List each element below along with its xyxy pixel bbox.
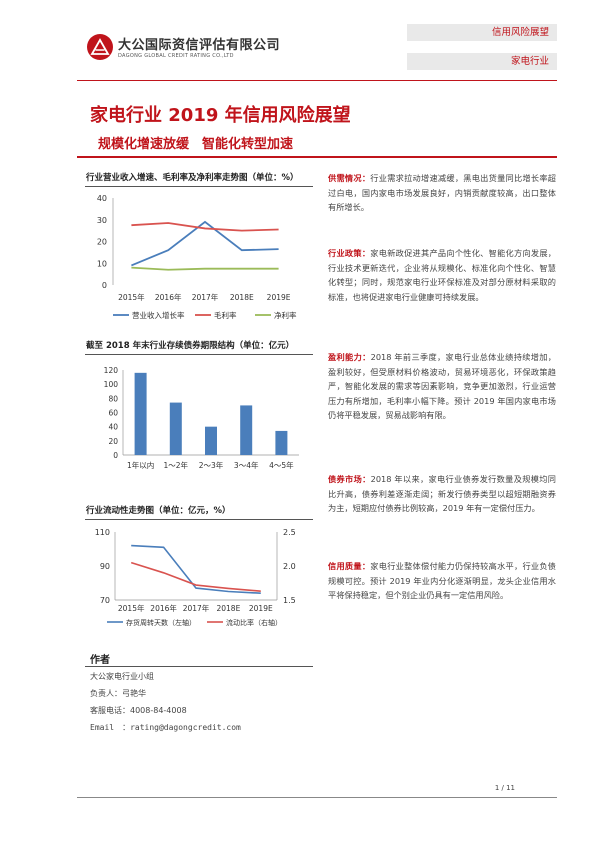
- chart3-legend-label: 存货周转天数（左轴）: [126, 618, 196, 627]
- chart2-x-tick-label: 1～2年: [164, 460, 189, 470]
- chart3-left-tick-label: 90: [100, 562, 110, 571]
- chart2-x-tick-label: 2～3年: [199, 460, 224, 470]
- company-logo-emblem: [87, 34, 113, 60]
- text-supply-demand: 行业需求拉动增速减缓，黑电出货量同比增长率超过白电，国内家电市场发展良好，内销贡…: [328, 173, 556, 213]
- chart1-y-tick-label: 30: [97, 216, 107, 225]
- industry-tag: 家电行业: [407, 53, 557, 70]
- chart2-bar: [205, 426, 217, 455]
- chart3-series-line: [130, 561, 261, 592]
- chart2-y-tick-label: 100: [104, 380, 119, 389]
- chart2-x-tick-label: 1年以内: [127, 460, 154, 470]
- chart3-x-tick-label: 2019E: [249, 604, 273, 613]
- paragraph-supply-demand: 供需情况：行业需求拉动增速减缓，黑电出货量同比增长率超过白电，国内家电市场发展良…: [328, 171, 556, 215]
- title-divider: [77, 156, 557, 158]
- chart1-x-tick-label: 2016年: [155, 292, 182, 302]
- chart1-series-line: [131, 220, 279, 267]
- chart2-title-rule: [85, 354, 313, 355]
- author-team: 大公家电行业小组: [90, 672, 154, 681]
- page-number: 1 / 11: [494, 784, 515, 792]
- chart1-title-rule: [85, 186, 313, 187]
- header-divider: [77, 80, 557, 81]
- chart1-legend-label: 净利率: [274, 310, 297, 320]
- chart2-y-tick-label: 20: [108, 437, 118, 446]
- keyword-policy: 行业政策：: [328, 248, 371, 258]
- author-divider: [85, 666, 313, 667]
- text-policy: 家电新政促进其产品向个性化、智能化方向发展，行业技术更新迭代，企业将从规模化、标…: [328, 248, 556, 302]
- chart1-y-tick-label: 0: [102, 281, 107, 290]
- chart3-x-tick-label: 2017年: [183, 603, 210, 613]
- keyword-supply-demand: 供需情况：: [328, 173, 371, 183]
- author-email[interactable]: Email ：rating@dagongcredit.com: [90, 723, 241, 732]
- author-phone: 客服电话：4008-84-4008: [90, 706, 187, 715]
- chart1-line-chart: 0 10 20 30 40 2015年 2016年 2017年 2018E 2019E 营业收入增长…: [97, 194, 297, 320]
- text-profitability: 2018 年前三季度，家电行业总体业绩持续增加，盈利较好，但受原材料价格波动，贸…: [328, 352, 556, 421]
- chart2-y-tick-label: 80: [108, 394, 118, 403]
- report-title: 家电行业 2019 年信用风险展望: [90, 105, 351, 126]
- paragraph-bond-market: 债券市场：2018 年以来，家电行业债券发行数量及规模均同比升高，债券利差逐渐走…: [328, 472, 556, 516]
- chart3-right-tick-label: 2.5: [283, 528, 296, 537]
- chart1-title: 行业营业收入增速、毛利率及净利率走势图（单位：%）: [86, 173, 299, 183]
- text-credit-quality: 家电行业整体偿付能力仍保持较高水平，行业负债规模可控。预计 2019 年业内分化…: [328, 561, 556, 601]
- chart2-bar: [240, 405, 253, 455]
- chart1-y-tick-label: 20: [97, 238, 107, 247]
- company-name-cn: 大公国际资信评估有限公司: [118, 38, 281, 53]
- chart3-title-rule: [85, 519, 313, 520]
- text-bond-market: 2018 年以来，家电行业债券发行数量及规模均同比升高，债券利差逐渐走阔；新发行…: [328, 474, 556, 514]
- chart2-bar: [275, 430, 288, 455]
- chart3-dual-axis-chart: 70 90 110 1.5 2.0 2.5 2015年 2016年 2017年 2018E 2019…: [95, 528, 296, 627]
- paragraph-policy: 行业政策：家电新政促进其产品向个性化、智能化方向发展，行业技术更新迭代，企业将从…: [328, 246, 556, 304]
- chart1-series-line: [131, 266, 279, 271]
- chart3-title: 行业流动性走势图（单位：亿元，%）: [86, 506, 231, 516]
- footer-divider: [77, 797, 557, 798]
- chart2-x-tick-label: 3～4年: [234, 460, 259, 470]
- chart2-bar-chart: 0 20 40 60 80 100 120 1年以内 1～2年 2～3年 3～4年 4～5年: [104, 366, 299, 470]
- chart3-left-tick-label: 110: [95, 528, 110, 537]
- chart3-left-tick-label: 70: [100, 596, 110, 605]
- chart1-legend-label: 营业收入增长率: [132, 310, 185, 320]
- report-subtitle: 规模化增速放缓 智能化转型加速: [98, 137, 294, 152]
- chart1-x-tick-label: 2019E: [267, 293, 291, 302]
- chart2-title: 截至 2018 年末行业存续债券期限结构（单位：亿元）: [86, 341, 295, 351]
- author-person: 负责人：弓艳华: [90, 689, 146, 698]
- chart3-right-tick-label: 2.0: [283, 562, 296, 571]
- chart1-legend-label: 毛利率: [214, 310, 237, 320]
- company-name-en: DAGONG GLOBAL CREDIT RATING CO.,LTD: [118, 53, 234, 59]
- chart1-y-tick-label: 10: [97, 259, 107, 268]
- report-type-tag: 信用风险展望: [407, 24, 557, 41]
- paragraph-credit-quality: 信用质量：家电行业整体偿付能力仍保持较高水平，行业负债规模可控。预计 2019 …: [328, 559, 556, 603]
- keyword-credit-quality: 信用质量：: [328, 561, 371, 571]
- keyword-profitability: 盈利能力：: [328, 352, 371, 362]
- chart2-bar: [134, 372, 147, 455]
- chart3-right-tick-label: 1.5: [283, 596, 296, 605]
- chart3-series-line: [131, 544, 261, 594]
- chart2-x-tick-label: 4～5年: [269, 460, 294, 470]
- chart2-y-tick-label: 40: [108, 423, 118, 432]
- chart1-x-tick-label: 2018E: [230, 293, 254, 302]
- chart3-legend-label: 流动比率（右轴）: [226, 618, 282, 627]
- chart1-y-tick-label: 40: [97, 194, 107, 203]
- chart2-y-tick-label: 60: [108, 409, 118, 418]
- chart1-x-tick-label: 2015年: [118, 292, 145, 302]
- chart2-y-tick-label: 0: [113, 451, 118, 460]
- chart2-bar: [169, 402, 182, 455]
- chart3-x-tick-label: 2015年: [118, 603, 145, 613]
- chart1-x-tick-label: 2017年: [192, 292, 219, 302]
- chart3-x-tick-label: 2018E: [216, 604, 240, 613]
- chart3-x-tick-label: 2016年: [150, 603, 177, 613]
- author-heading: 作者: [90, 655, 110, 666]
- paragraph-profitability: 盈利能力：2018 年前三季度，家电行业总体业绩持续增加，盈利较好，但受原材料价…: [328, 350, 556, 423]
- keyword-bond-market: 债券市场：: [328, 474, 371, 484]
- chart2-y-tick-label: 120: [104, 366, 119, 375]
- chart1-series-line: [131, 222, 279, 232]
